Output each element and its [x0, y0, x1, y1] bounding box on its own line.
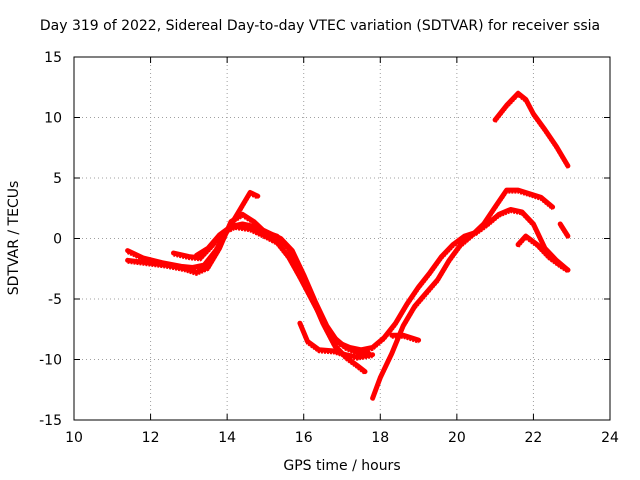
series-group	[125, 90, 571, 401]
y-tick-label: -10	[39, 353, 62, 369]
y-tick-label: 15	[44, 50, 62, 66]
x-tick-label: 24	[601, 430, 619, 446]
series-scatter-trace-4	[195, 210, 569, 354]
x-tick-label: 16	[295, 430, 313, 446]
x-axis-label: GPS time / hours	[283, 458, 400, 474]
series-line-trace-6	[370, 187, 556, 401]
x-tick-label: 10	[65, 430, 83, 446]
series-line-trace-7	[389, 332, 422, 343]
y-tick-label: 0	[53, 232, 62, 248]
series-scatter-trace-8	[493, 93, 570, 169]
ticks: 10 12 14 16 18 20 22 24 15 10 5 0 -5 -10 -15	[39, 50, 619, 446]
grid	[74, 57, 610, 420]
x-tick-label: 22	[525, 430, 543, 446]
x-tick-label: 20	[448, 430, 466, 446]
y-axis-label: SDTVAR / TECUs	[6, 181, 22, 296]
chart-title: Day 319 of 2022, Sidereal Day-to-day VTE…	[39, 18, 601, 34]
y-tick-label: -5	[48, 292, 62, 308]
series-scatter-trace-10	[558, 225, 570, 239]
x-tick-label: 12	[142, 430, 160, 446]
series-line-trace-3	[171, 223, 372, 356]
series-line-trace-5	[297, 320, 376, 360]
y-tick-label: 10	[44, 111, 62, 127]
series-line-trace-2	[125, 211, 368, 375]
x-tick-label: 18	[371, 430, 389, 446]
y-tick-label: -15	[39, 413, 62, 429]
series-scatter-trace-7	[391, 335, 420, 344]
x-tick-label: 14	[218, 430, 236, 446]
series-line-trace-9	[515, 233, 571, 273]
series-scatter-trace-5	[298, 324, 373, 361]
series-scatter-trace-9	[516, 236, 569, 274]
y-tick-label: 5	[53, 171, 62, 187]
series-line-trace-8	[492, 90, 571, 169]
series-scatter-trace-3	[173, 226, 369, 357]
series-scatter-trace-6	[371, 190, 554, 401]
